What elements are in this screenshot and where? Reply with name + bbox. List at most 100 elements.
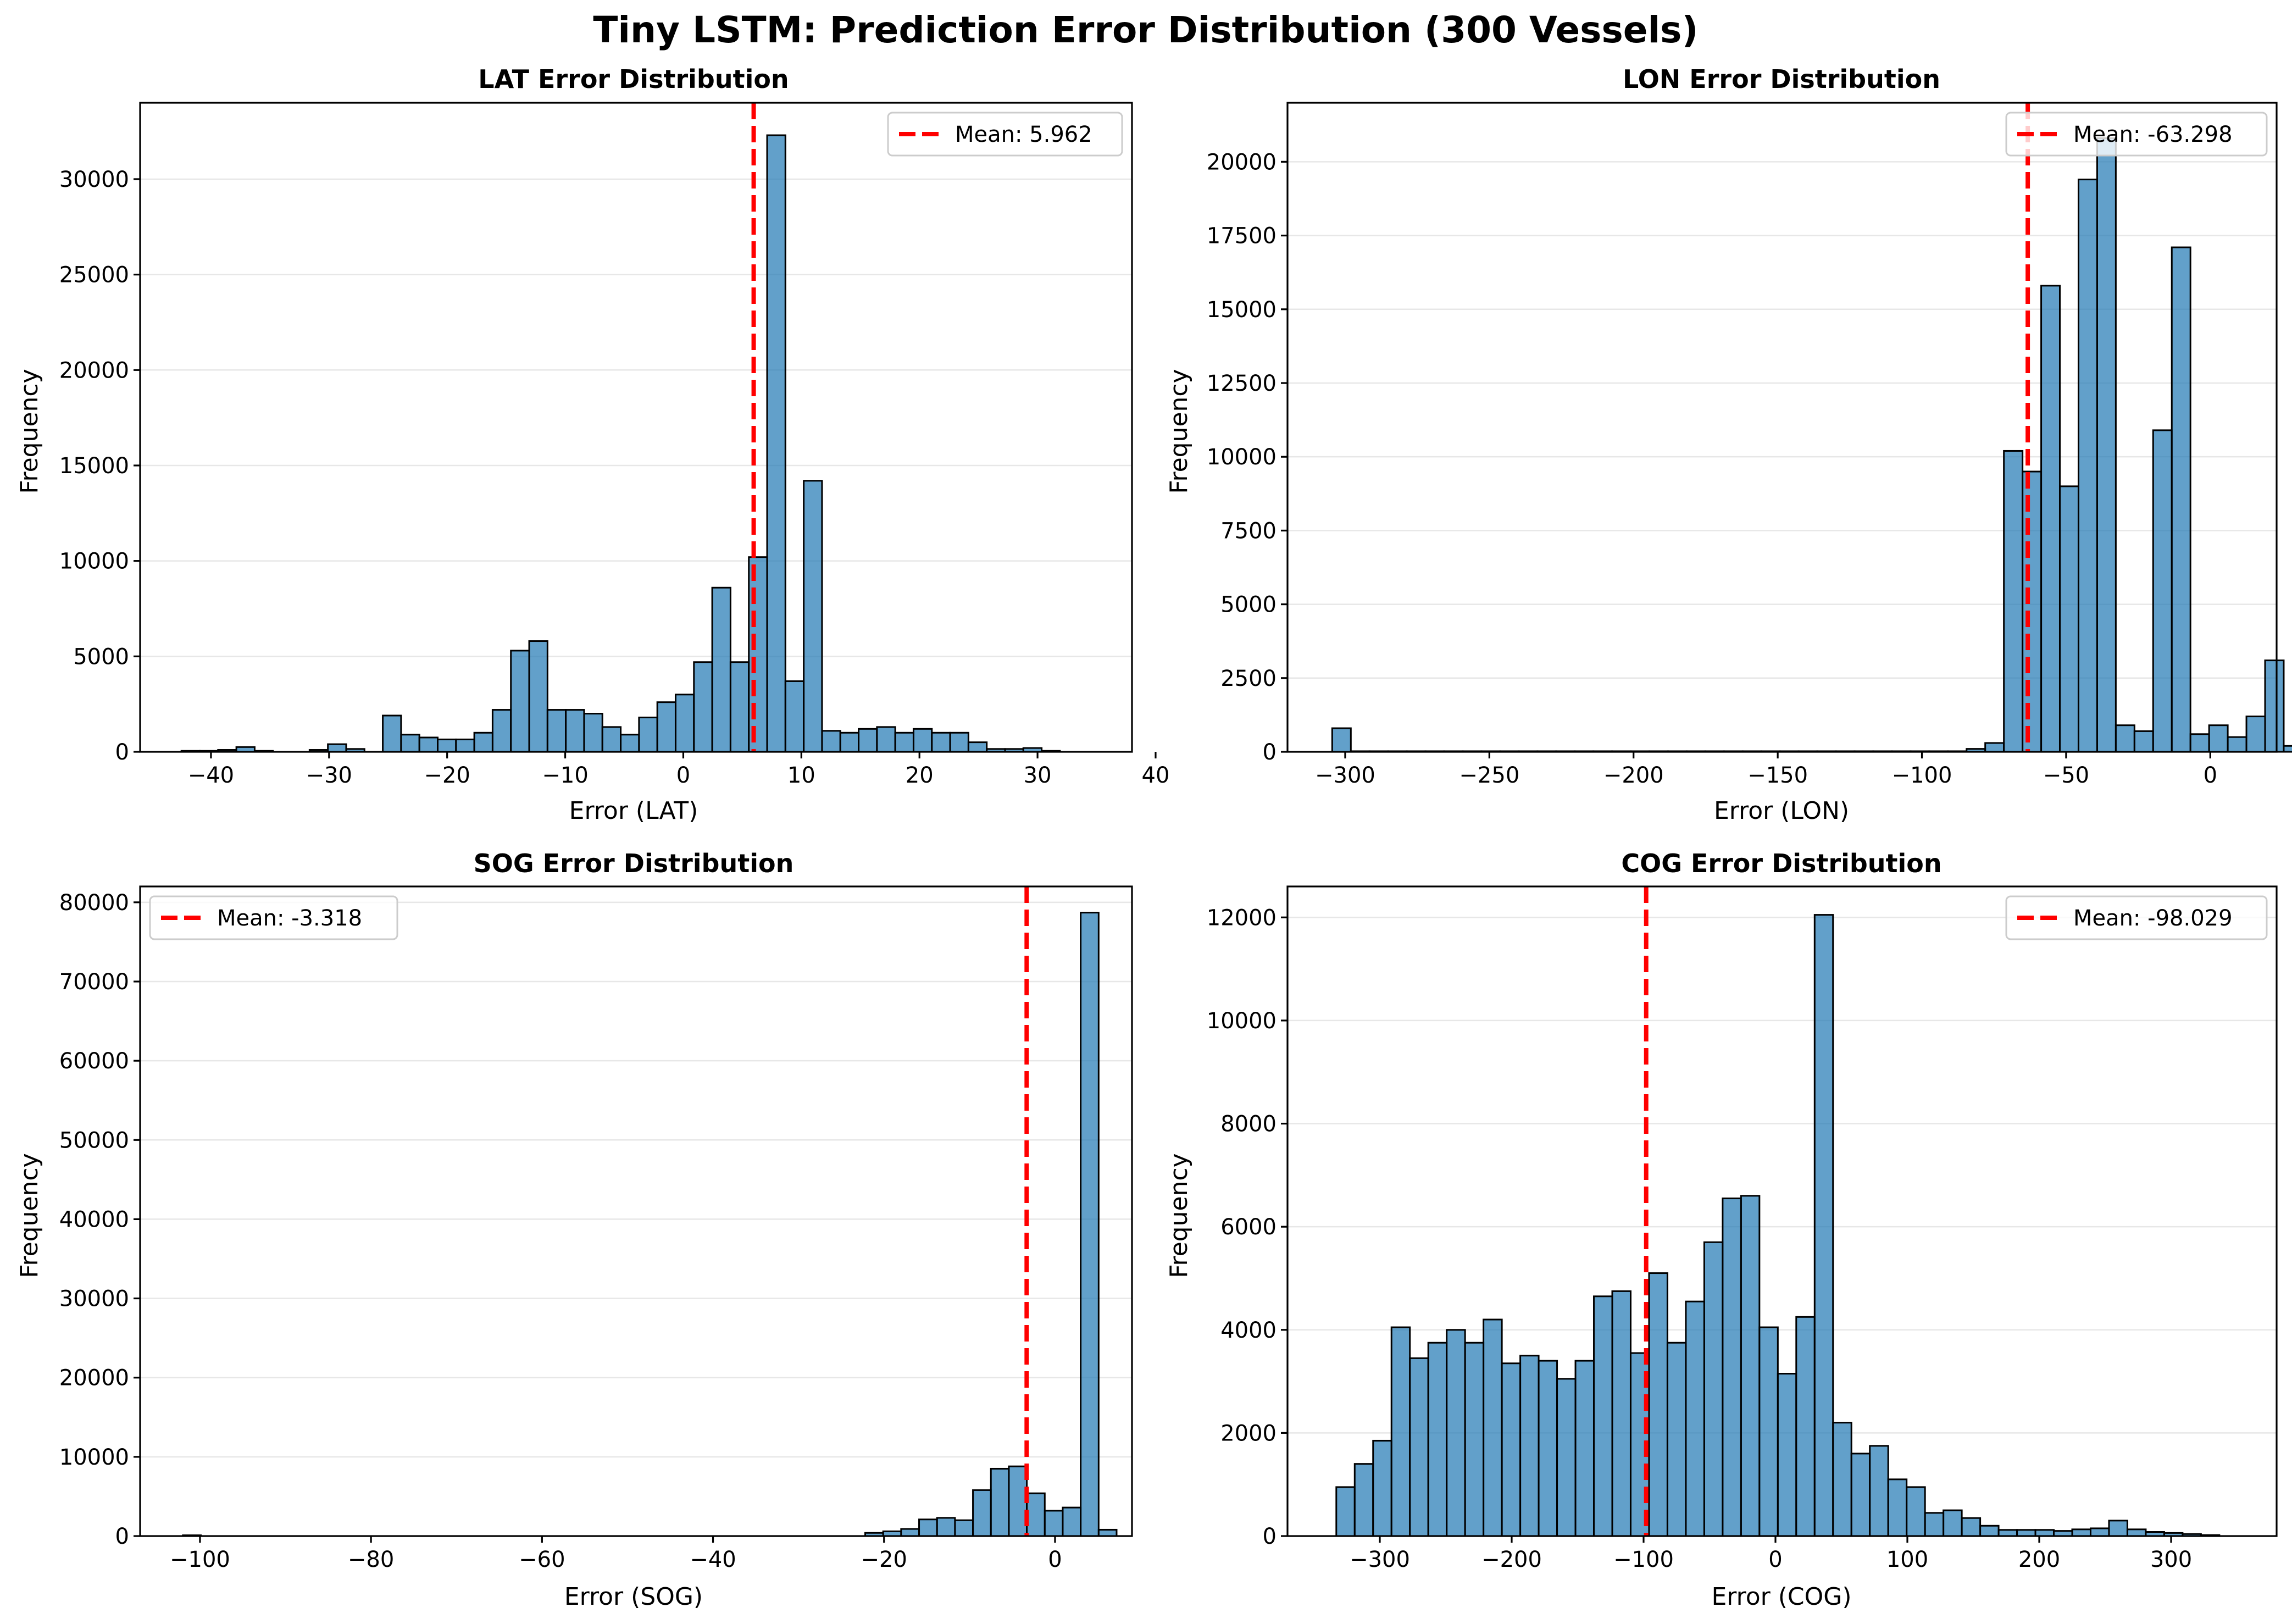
sog-histogram-bar bbox=[972, 1489, 992, 1537]
lat-legend-label: Mean: 5.962 bbox=[955, 122, 1092, 147]
lon-y-tick-label: 7500 bbox=[1220, 518, 1277, 544]
lon-x-tick-label: −150 bbox=[1747, 763, 1808, 788]
cog-y-tick-label: 2000 bbox=[1220, 1421, 1277, 1446]
sog-y-tick-label: 0 bbox=[115, 1524, 129, 1549]
lat-histogram-bar bbox=[803, 480, 823, 753]
cog-histogram-bar bbox=[1372, 1439, 1392, 1537]
lon-y-tick-label: 20000 bbox=[1207, 149, 1277, 175]
lat-histogram-bar bbox=[876, 726, 896, 753]
lon-y-tick-label: 5000 bbox=[1220, 592, 1277, 618]
cog-x-tick-label: 100 bbox=[1886, 1547, 1928, 1572]
lat-x-tick-label: −30 bbox=[306, 763, 352, 788]
lat-histogram-bar bbox=[931, 731, 951, 753]
cog-histogram-bar bbox=[2089, 1527, 2110, 1537]
cog-y-tick-label: 0 bbox=[1263, 1524, 1277, 1549]
cog-histogram-bar bbox=[1409, 1357, 1429, 1537]
lon-histogram-bar bbox=[1331, 727, 1352, 753]
lat-y-tick-label: 25000 bbox=[59, 263, 129, 288]
cog-histogram-bar bbox=[2016, 1529, 2036, 1537]
figure-title: Tiny LSTM: Prediction Error Distribution… bbox=[593, 9, 1698, 51]
lat-y-tick-label: 20000 bbox=[59, 358, 129, 383]
sog-legend-label: Mean: -3.318 bbox=[217, 906, 362, 931]
cog-y-tick-label: 12000 bbox=[1207, 905, 1277, 930]
lat-histogram-bar bbox=[693, 661, 713, 753]
lon-y-tick-label: 17500 bbox=[1207, 224, 1277, 249]
lat-histogram-bar bbox=[510, 650, 530, 753]
lat-y-tick-label: 30000 bbox=[59, 167, 129, 192]
lat-y-tick-label: 5000 bbox=[73, 644, 129, 669]
lon-histogram-bar bbox=[2115, 724, 2135, 753]
cog-histogram-bar bbox=[1519, 1355, 1540, 1537]
lon-x-tick-label: −50 bbox=[2043, 763, 2089, 788]
cog-histogram-bar bbox=[1648, 1272, 1668, 1537]
sog-histogram-bar bbox=[900, 1528, 920, 1537]
lat-x-tick-label: −20 bbox=[424, 763, 470, 788]
cog-y-tick-label: 10000 bbox=[1207, 1008, 1277, 1034]
lat-histogram-bar bbox=[949, 731, 969, 753]
sog-legend: Mean: -3.318 bbox=[149, 895, 398, 940]
cog-histogram-bar bbox=[1593, 1295, 1613, 1537]
lat-histogram-bar bbox=[382, 714, 402, 753]
lon-histogram-bar bbox=[2096, 137, 2117, 753]
sog-axes-frame bbox=[139, 885, 1133, 1537]
sog-y-tick-label: 70000 bbox=[59, 969, 129, 995]
sog-histogram-bar bbox=[1026, 1492, 1046, 1537]
lon-histogram-bar bbox=[2208, 724, 2229, 753]
lat-y-tick-label: 15000 bbox=[59, 453, 129, 479]
lat-x-tick-label: 40 bbox=[1142, 763, 1170, 788]
cog-x-axis-label: Error (COG) bbox=[1711, 1583, 1851, 1611]
lat-histogram-bar bbox=[858, 728, 878, 753]
lon-x-axis-label: Error (LON) bbox=[1714, 797, 1849, 825]
lat-histogram-bar bbox=[418, 736, 439, 753]
lat-histogram-bar bbox=[784, 680, 805, 753]
lat-histogram-bar bbox=[839, 731, 860, 753]
cog-histogram-bar bbox=[1832, 1422, 1852, 1537]
sog-histogram-bar bbox=[1008, 1465, 1028, 1537]
lat-histogram-bar bbox=[821, 730, 841, 753]
lon-histogram-bar bbox=[2022, 470, 2043, 753]
lat-histogram-bar bbox=[674, 694, 695, 753]
cog-histogram-bar bbox=[1483, 1318, 1503, 1537]
cog-histogram-bar bbox=[1464, 1342, 1485, 1537]
sog-y-tick-label: 30000 bbox=[59, 1287, 129, 1312]
cog-histogram-bar bbox=[1906, 1486, 1926, 1537]
lon-histogram-bar bbox=[2283, 745, 2292, 753]
sog-y-tick-label: 10000 bbox=[59, 1445, 129, 1470]
lat-histogram-panel: LAT Error Distribution Error (LAT) Frequ… bbox=[15, 64, 1169, 825]
sog-y-tick-label: 50000 bbox=[59, 1128, 129, 1153]
cog-histogram-bar bbox=[1813, 914, 1834, 1537]
cog-histogram-bar bbox=[1740, 1195, 1761, 1537]
lon-histogram-bar bbox=[2077, 179, 2098, 753]
sog-histogram-panel: SOG Error Distribution Error (SOG) Frequ… bbox=[15, 849, 1133, 1611]
cog-chart-title: COG Error Distribution bbox=[1621, 849, 1941, 878]
lat-y-tick-label: 0 bbox=[115, 740, 129, 765]
sog-x-tick-label: −40 bbox=[690, 1547, 736, 1572]
cog-x-tick-label: 300 bbox=[2150, 1547, 2192, 1572]
cog-histogram-bar bbox=[1869, 1445, 1889, 1537]
lat-axes-frame bbox=[139, 102, 1133, 753]
cog-x-tick-label: −100 bbox=[1613, 1547, 1674, 1572]
lon-histogram-bar bbox=[2152, 429, 2173, 753]
lat-y-tick-label: 10000 bbox=[59, 549, 129, 574]
lat-x-tick-label: −10 bbox=[542, 763, 588, 788]
cog-histogram-bar bbox=[1446, 1329, 1466, 1537]
lat-histogram-bar bbox=[967, 741, 988, 753]
lon-y-tick-label: 10000 bbox=[1207, 445, 1277, 470]
cog-histogram-bar bbox=[1722, 1198, 1742, 1537]
sog-y-axis-label: Frequency bbox=[15, 1153, 43, 1278]
lon-histogram-bar bbox=[2245, 716, 2266, 753]
lon-y-tick-label: 0 bbox=[1263, 740, 1277, 765]
cog-histogram-bar bbox=[1611, 1290, 1631, 1537]
lon-histogram-bar bbox=[2040, 285, 2061, 753]
cog-y-axis-label: Frequency bbox=[1165, 1153, 1193, 1278]
cog-histogram-bar bbox=[1335, 1486, 1356, 1537]
lon-histogram-bar bbox=[2189, 733, 2210, 753]
sog-x-tick-label: −80 bbox=[348, 1547, 394, 1572]
sog-x-tick-label: 0 bbox=[1048, 1547, 1062, 1572]
lon-y-tick-label: 15000 bbox=[1207, 297, 1277, 323]
cog-histogram-bar bbox=[1979, 1525, 2000, 1537]
lon-histogram-bar bbox=[2003, 450, 2024, 753]
lat-x-tick-label: 10 bbox=[787, 763, 815, 788]
lon-x-tick-label: −300 bbox=[1315, 763, 1375, 788]
